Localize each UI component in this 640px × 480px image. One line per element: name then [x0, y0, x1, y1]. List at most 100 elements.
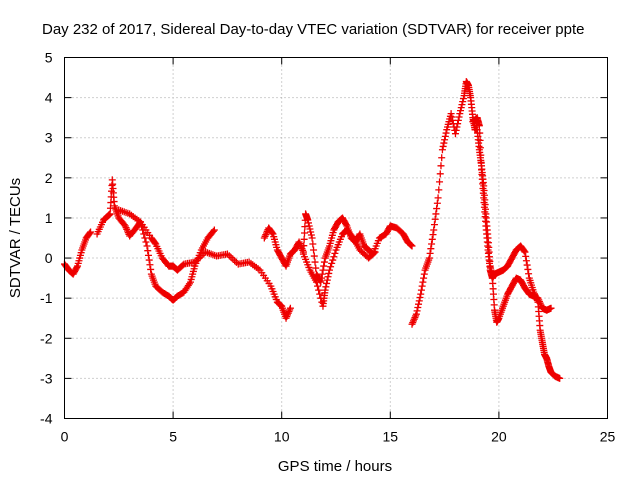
data-point-interp: [146, 261, 154, 269]
data-point-interp: [429, 231, 437, 239]
data-point-interp: [145, 256, 153, 264]
data-point-interp: [476, 144, 484, 152]
data-point-interp: [320, 258, 328, 266]
data-point-interp: [318, 274, 326, 282]
data-point: [260, 234, 268, 242]
data-point-interp: [123, 227, 131, 235]
y-tick-label: -1: [40, 290, 53, 306]
data-point-interp: [453, 123, 461, 131]
data-point-interp: [426, 249, 434, 257]
x-tick-label: 10: [274, 429, 290, 445]
data-point-interp: [448, 113, 456, 121]
data-point-interp: [315, 286, 323, 294]
data-point-interp: [523, 261, 531, 269]
data-point-interp: [433, 199, 441, 207]
data-point-interp: [420, 274, 428, 282]
data-point-interp: [141, 234, 149, 242]
data-point-interp: [413, 307, 421, 315]
data-point: [475, 122, 483, 130]
data-point-interp: [319, 266, 327, 274]
y-tick-label: 0: [45, 250, 53, 266]
grid-lines: [64, 57, 608, 419]
data-point: [282, 314, 290, 322]
data-point-interp: [300, 242, 308, 250]
data-point-interp: [140, 230, 148, 238]
data-point-interp: [185, 280, 193, 288]
data-point-interp: [312, 264, 320, 272]
series-arc-2: [93, 176, 218, 304]
y-tick-label: -3: [40, 370, 53, 386]
data-point: [521, 248, 529, 256]
data-point-interp: [411, 314, 419, 322]
data-point-interp: [123, 225, 131, 233]
data-point-interp: [407, 241, 415, 249]
data-point: [210, 226, 218, 234]
data-point-interp: [329, 256, 337, 264]
data-point-interp: [409, 317, 417, 325]
data-point-interp: [454, 116, 462, 124]
data-point-interp: [415, 300, 423, 308]
data-point-interp: [459, 98, 467, 106]
data-point: [304, 216, 312, 224]
series-arc-4: [260, 210, 416, 286]
data-point: [451, 130, 459, 138]
data-point: [438, 146, 446, 154]
data-point-interp: [477, 151, 485, 159]
data-point-interp: [318, 270, 326, 278]
y-axis-ticks: -4 -3 -2 -1 0 1 2 3 4 5: [40, 50, 608, 427]
data-point-interp: [414, 304, 422, 312]
data-point-interp: [142, 238, 150, 246]
data-point-interp: [433, 205, 441, 213]
data-point: [430, 226, 438, 234]
data-point-interp: [439, 142, 447, 150]
data-point: [325, 266, 333, 274]
data-point: [447, 110, 455, 118]
data-point-interp: [477, 158, 485, 166]
data-point-interp: [437, 162, 445, 170]
data-point-interp: [419, 278, 427, 286]
data-point-interp: [331, 249, 339, 257]
data-point-interp: [454, 120, 462, 128]
data-point-interp: [532, 293, 540, 301]
data-point-interp: [430, 221, 438, 229]
data-point-interp: [342, 221, 350, 229]
data-point-interp: [300, 235, 308, 243]
data-point: [556, 374, 564, 382]
y-tick-label: -4: [40, 411, 53, 427]
data-point: [417, 290, 425, 298]
plot-frame: [64, 57, 608, 419]
data-point-interp: [441, 132, 449, 140]
data-point-interp: [304, 219, 312, 227]
data-point-interp: [436, 170, 444, 178]
data-point-interp: [533, 295, 541, 303]
data-point-interp: [415, 297, 423, 305]
data-point-interp: [427, 245, 435, 253]
data-point-interp: [283, 311, 291, 319]
data-point-interp: [299, 246, 307, 254]
data-point-interp: [122, 224, 130, 232]
data-point-interp: [268, 229, 276, 237]
series-arc-3: [115, 206, 294, 322]
data-point-interp: [432, 210, 440, 218]
data-point: [408, 320, 416, 328]
data-points: [61, 78, 564, 382]
data-point-interp: [283, 313, 291, 321]
data-point-interp: [476, 129, 484, 137]
data-point-interp: [438, 154, 446, 162]
data-point-interp: [316, 290, 324, 298]
data-point-interp: [522, 257, 530, 265]
data-point-interp: [307, 231, 315, 239]
data-point: [295, 238, 303, 246]
data-point: [321, 286, 329, 294]
data-point-interp: [320, 262, 328, 270]
data-point-interp: [436, 178, 444, 186]
data-point-interp: [457, 104, 465, 112]
data-point-interp: [452, 126, 460, 134]
data-point-interp: [310, 252, 318, 260]
data-point-interp: [314, 282, 322, 290]
data-point-interp: [325, 269, 333, 277]
data-point-interp: [533, 297, 541, 305]
y-tick-label: 4: [45, 90, 53, 106]
y-axis-label: SDTVAR / TECUs: [7, 178, 24, 298]
